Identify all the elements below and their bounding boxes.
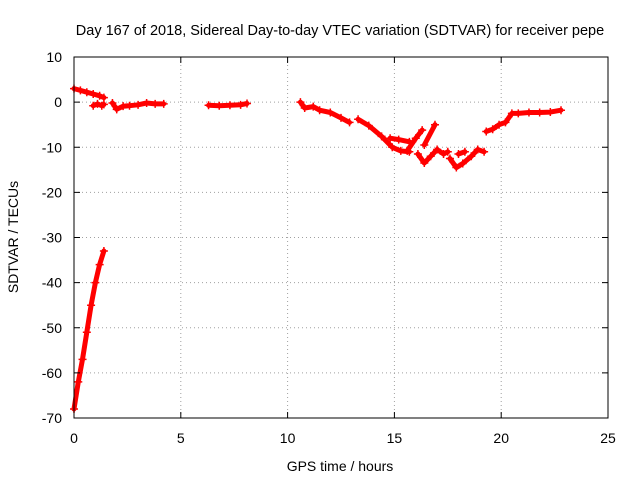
data-point	[439, 150, 448, 159]
data-point	[337, 113, 345, 122]
axis-ticks: 0 5 10 15 20 25 -70 -60 -50 -40 -30 -20 -10 0 10	[42, 49, 616, 446]
data-point	[480, 147, 489, 156]
x-tick-label: 0	[70, 430, 78, 446]
data-series	[70, 84, 566, 413]
data-point	[430, 120, 439, 129]
x-tick-label: 10	[280, 430, 296, 446]
x-tick-label: 20	[493, 430, 509, 446]
data-point	[524, 108, 533, 117]
data-point	[151, 99, 160, 108]
y-tick-label: 10	[46, 49, 62, 65]
data-point	[82, 328, 91, 337]
data-point	[452, 163, 461, 172]
data-point	[204, 101, 213, 110]
data-point	[495, 120, 504, 129]
y-tick-label: -10	[42, 139, 62, 155]
y-tick-label: -20	[42, 184, 62, 200]
data-point	[557, 106, 566, 115]
data-point	[411, 134, 420, 143]
data-point	[433, 145, 442, 154]
data-point	[309, 102, 318, 111]
data-point	[78, 355, 87, 364]
data-point	[354, 115, 363, 124]
x-tick-label: 15	[387, 430, 403, 446]
y-tick-label: -50	[42, 320, 62, 336]
data-point	[443, 147, 452, 156]
data-point	[134, 100, 143, 109]
data-point	[108, 99, 117, 108]
data-point	[418, 126, 427, 135]
data-point	[535, 108, 544, 117]
grid	[74, 57, 608, 418]
data-point	[413, 150, 422, 159]
chart-title: Day 167 of 2018, Sidereal Day-to-day VTE…	[76, 23, 604, 39]
data-point	[215, 101, 224, 110]
data-point	[420, 140, 429, 149]
y-tick-label: -70	[42, 410, 62, 426]
data-segment	[421, 122, 438, 148]
data-point	[315, 106, 324, 115]
data-point	[426, 152, 435, 161]
x-axis-label: GPS time / hours	[287, 458, 394, 474]
y-tick-label: 0	[54, 94, 62, 110]
data-point	[460, 147, 469, 156]
data-point	[95, 91, 104, 100]
x-tick-label: 5	[177, 430, 185, 446]
data-point	[488, 125, 497, 134]
y-axis-label: SDTVAR / TECUs	[5, 181, 21, 293]
data-point	[89, 101, 98, 110]
data-point	[377, 132, 386, 141]
data-point	[236, 100, 245, 109]
data-point	[243, 99, 252, 108]
data-point	[454, 150, 463, 159]
data-point	[501, 118, 510, 127]
data-point	[364, 121, 373, 130]
data-point	[112, 105, 121, 114]
data-point	[125, 101, 134, 110]
data-point	[296, 98, 305, 107]
data-point	[99, 100, 108, 109]
data-point	[99, 247, 108, 256]
data-point	[300, 103, 309, 112]
data-point	[458, 159, 467, 168]
data-point	[142, 99, 151, 108]
data-point	[159, 99, 168, 108]
x-tick-label: 25	[600, 430, 616, 446]
data-point	[420, 159, 429, 168]
data-point	[467, 152, 476, 161]
data-point	[403, 146, 412, 155]
data-point	[82, 88, 91, 97]
data-point	[74, 377, 83, 386]
data-point	[87, 301, 96, 310]
data-point	[445, 154, 454, 163]
data-point	[89, 90, 98, 99]
data-point	[394, 135, 403, 144]
data-point	[95, 260, 104, 269]
data-point	[326, 108, 335, 117]
y-tick-label: -60	[42, 365, 62, 381]
data-point	[546, 108, 555, 117]
data-point	[388, 143, 397, 152]
data-point	[473, 145, 482, 154]
data-point	[514, 109, 523, 118]
y-tick-label: -30	[42, 230, 62, 246]
y-tick-label: -40	[42, 275, 62, 291]
data-point	[345, 118, 354, 127]
data-point	[482, 127, 491, 136]
data-point	[99, 93, 108, 102]
data-point	[386, 134, 395, 143]
data-point	[76, 86, 85, 95]
data-point	[91, 278, 100, 287]
data-point	[225, 101, 234, 110]
